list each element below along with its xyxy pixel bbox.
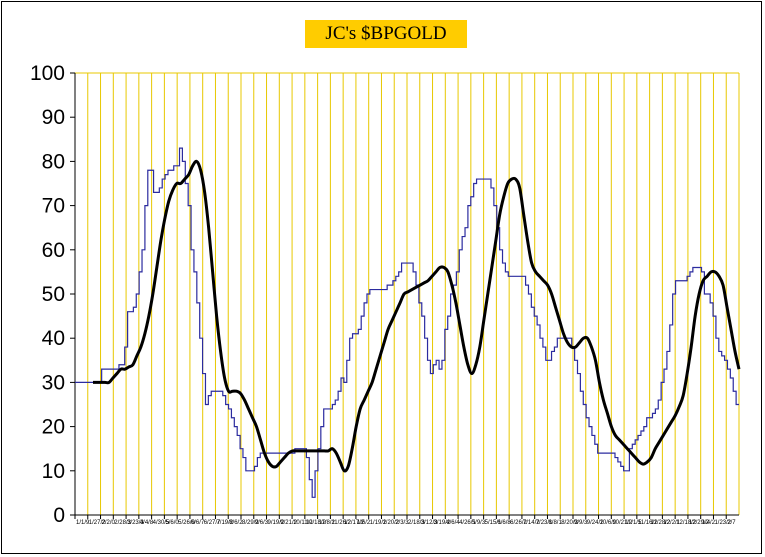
x-tick-label: 2/28/3 [114,520,131,526]
x-tick-label: 1/23/2 [714,520,731,526]
x-tick-label: 4/30/5 [153,520,170,526]
x-tick-label: 6/26/2 [510,520,527,526]
x-tick-label: 8/20/3 [561,520,578,526]
series-smooth-line [93,159,741,473]
x-tick-label: 2/3/3 [395,520,409,526]
x-tick-label: 4/6/4 [446,520,460,526]
x-tick-label: 4/4/8 [140,520,154,526]
vertical-grid [75,72,740,515]
x-tick-label: 9/19/2 [268,520,285,526]
x-tick-label: 1/4/2 [702,520,716,526]
x-tick-label: 8/6/2 [229,520,243,526]
x-tick-label: 11/8/2 [319,520,336,526]
x-tick-label: 4/26/1 [459,520,476,526]
x-tick-label: 11/1/5 [625,520,642,526]
x-tick-label: 11/16/2 [638,520,658,526]
x-tick-label: 5/15/1 [485,520,502,526]
x-tick-label: 11/28/2 [651,520,671,526]
x-tick-label: 2/7 [727,520,736,526]
x-tick-label: 8/8/1 [548,520,562,526]
y-tick-label: 40 [42,327,65,350]
y-tick-label: 60 [42,239,65,262]
y-axis: 0 10 20 30 40 50 60 70 80 90 100 [30,62,76,527]
x-tick-label: 1/27/2 [89,520,106,526]
y-tick-label: 0 [53,504,65,527]
x-tick-label: 1/1/9 [76,520,90,526]
x-tick-label: 10/18/2 [306,520,327,526]
x-tick-label: 3/19/2 [434,520,451,526]
series-group [75,147,741,498]
x-tick-label: 1/6/2 [357,520,371,526]
x-tick-label: 2/18/3 [408,520,425,526]
x-tick-label: 1/20/2 [382,520,399,526]
x-tick-label: 5/9/3 [472,520,486,526]
chart-title: JC's $BPGOLD [305,20,467,48]
x-tick-label: 11/26/2 [331,520,351,526]
x-tick-label: 9/24/2 [587,520,604,526]
x-tick-label: 1/19/2 [370,520,387,526]
x-tick-label: 7/19/2 [216,520,233,526]
x-tick-label: 12/29/2 [689,520,710,526]
y-tick-label: 70 [42,195,65,218]
x-tick-label: 12/18/2 [676,520,697,526]
x-tick-label: 2/2/0 [102,520,116,526]
x-tick-label: 7/14/2 [523,520,540,526]
y-tick-label: 50 [42,283,65,306]
y-tick-label: 90 [42,106,65,129]
y-tick-label: 80 [42,150,65,173]
y-tick-label: 20 [42,416,65,439]
x-tick-label: 3/23/3 [127,520,144,526]
x-tick-label: 3/12/3 [421,520,438,526]
x-tick-label: 10/11/2 [293,520,313,526]
x-axis: 1/1/9 1/27/22/2/0 2/28/33/23/34/4/8 4/30/55… [74,514,739,526]
y-tick-label: 30 [42,371,65,394]
x-tick-label: 9/6/3 [255,520,269,526]
series-raw-line [75,147,739,498]
x-tick-label: 12/2/1 [663,520,680,526]
x-tick-label: 6/6/8 [497,520,511,526]
x-tick-label: 12/17/2 [344,520,365,526]
x-tick-label: 5/26/0 [178,520,195,526]
y-tick-label: 100 [30,62,65,85]
x-tick-label: 9/9/3 [574,520,588,526]
y-tick-label: 10 [42,460,65,483]
x-tick-label: 8/29/2 [242,520,259,526]
x-tick-label: 7/23/1 [536,520,553,526]
x-tick-label: 6/6/7 [191,520,205,526]
x-tick-label: 9/21/2 [280,520,297,526]
x-tick-label: 6/27/7 [204,520,221,526]
x-tick-label: 5/6/0 [165,520,179,526]
x-tick-label: 10/21/2 [612,520,633,526]
x-tick-label: 10/6/9 [600,520,617,526]
